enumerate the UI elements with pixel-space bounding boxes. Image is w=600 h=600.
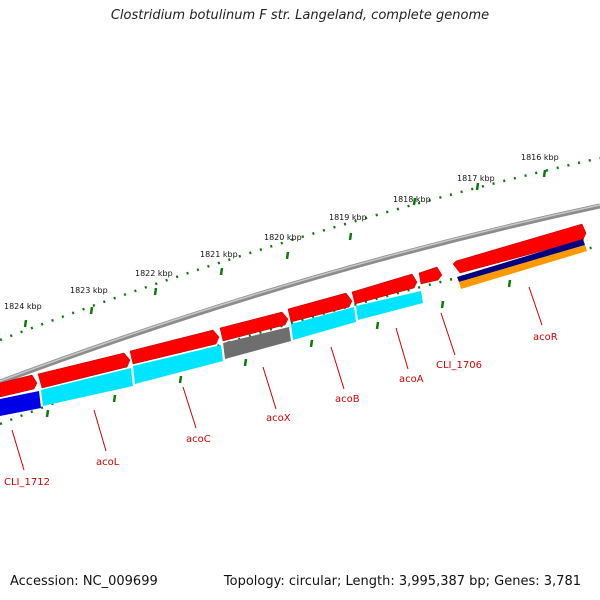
- scale-label-1819: 1819 kbp: [329, 213, 367, 222]
- inner-major-ticks: [45, 279, 512, 418]
- gene-acoC[interactable]: [129, 329, 220, 365]
- forward-genes: [0, 223, 587, 398]
- accession-text: Accession: NC_009699: [10, 574, 158, 589]
- outer-major-ticks: [23, 169, 547, 328]
- gene-acoL[interactable]: [37, 352, 131, 389]
- track-cyan-acoA: [356, 291, 423, 320]
- gene-acoX[interactable]: [219, 311, 289, 342]
- label-acoL: acoL: [96, 457, 120, 468]
- scale-label-1823: 1823 kbp: [70, 286, 108, 295]
- label-cli1706: CLI_1706: [436, 360, 482, 371]
- gene-cli1712[interactable]: [0, 374, 38, 398]
- gene-acoB[interactable]: [287, 292, 353, 323]
- scale-label-1822: 1822 kbp: [135, 269, 173, 278]
- label-acoB: acoB: [335, 394, 360, 405]
- scale-label-1817: 1817 kbp: [457, 174, 495, 183]
- gene-acoA[interactable]: [351, 273, 418, 305]
- label-acoX: acoX: [266, 413, 291, 424]
- label-acoR: acoR: [533, 332, 558, 343]
- scale-label-1820: 1820 kbp: [264, 233, 302, 242]
- label-acoC: acoC: [186, 434, 211, 445]
- track-cyan-acoL: [41, 368, 133, 406]
- label-acoA: acoA: [399, 374, 424, 385]
- track-blue-cli1712: [0, 391, 41, 416]
- map-title: Clostridium botulinum F str. Langeland, …: [110, 8, 490, 23]
- gene-cli1706[interactable]: [418, 266, 443, 285]
- genome-summary-text: Topology: circular; Length: 3,995,387 bp…: [223, 574, 581, 589]
- label-leaders: [11, 286, 543, 471]
- track-gray-acoX: [223, 327, 291, 359]
- genome-backbone: [0, 203, 600, 385]
- scale-label-1824: 1824 kbp: [4, 302, 42, 311]
- track-navy: [457, 239, 585, 282]
- genome-backbone-highlight: [0, 204, 600, 382]
- outer-tick-arc: [0, 156, 600, 342]
- scale-label-1818: 1818 kbp: [393, 195, 431, 204]
- track-orange: [459, 245, 587, 289]
- track-cyan-acoC: [133, 345, 223, 384]
- label-cli1712: CLI_1712: [4, 477, 50, 488]
- scale-label-1816: 1816 kbp: [521, 153, 559, 162]
- scale-label-1821: 1821 kbp: [200, 250, 238, 259]
- track-cyan-acoB: [291, 307, 356, 340]
- function-track: [0, 239, 587, 416]
